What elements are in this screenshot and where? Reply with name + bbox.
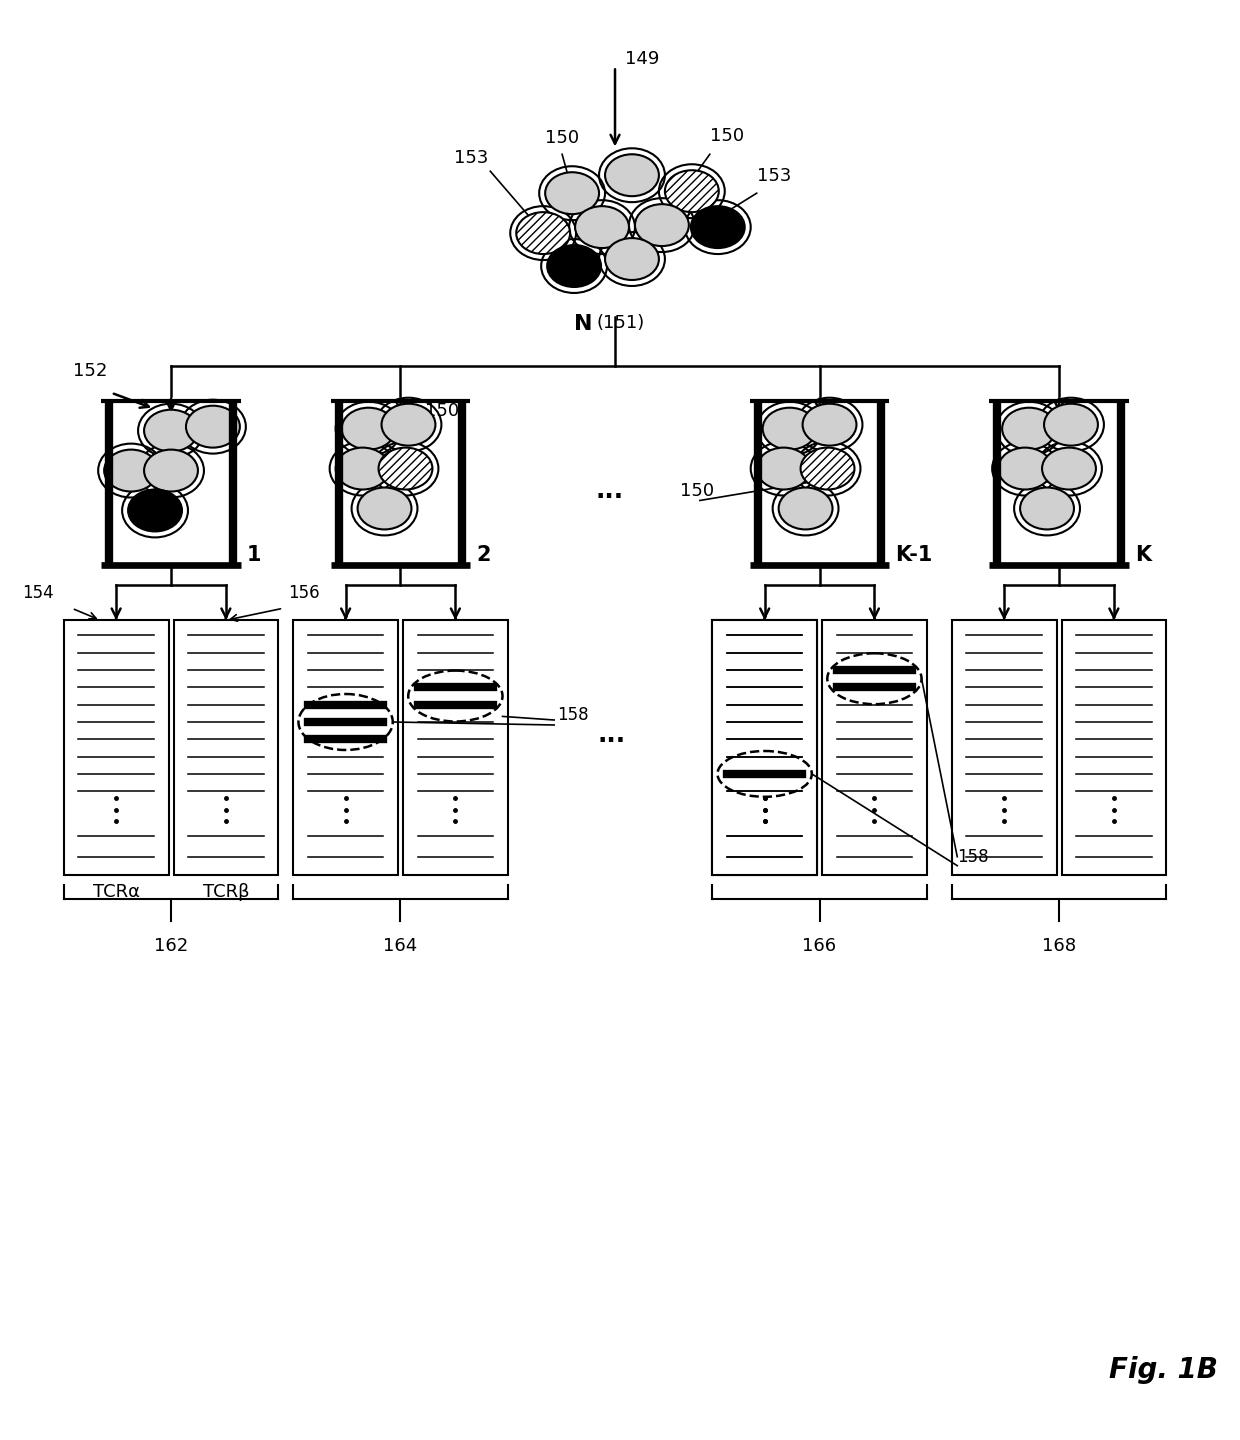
Text: 156: 156 — [288, 585, 320, 602]
Bar — [712, 621, 817, 874]
Text: 158: 158 — [557, 706, 589, 724]
Text: 154: 154 — [22, 585, 53, 602]
Ellipse shape — [128, 490, 182, 531]
Bar — [63, 621, 169, 874]
Ellipse shape — [801, 448, 854, 490]
Text: 153: 153 — [756, 167, 791, 186]
Text: 152: 152 — [73, 361, 108, 380]
Bar — [1061, 621, 1167, 874]
Ellipse shape — [357, 488, 412, 530]
Text: K: K — [1135, 546, 1151, 566]
Ellipse shape — [516, 212, 570, 253]
Bar — [712, 621, 817, 874]
Text: 149: 149 — [625, 50, 660, 69]
Text: 164: 164 — [383, 936, 418, 955]
Bar — [822, 621, 926, 874]
Ellipse shape — [547, 245, 601, 287]
Text: 1: 1 — [247, 546, 262, 566]
Ellipse shape — [1042, 448, 1096, 490]
Text: (151): (151) — [596, 314, 645, 331]
Bar — [952, 621, 1056, 874]
Ellipse shape — [186, 406, 239, 448]
Text: TCRβ: TCRβ — [202, 883, 249, 900]
Ellipse shape — [756, 448, 811, 490]
Ellipse shape — [998, 448, 1052, 490]
Text: ...: ... — [596, 478, 624, 503]
Text: 158: 158 — [957, 848, 988, 865]
Text: 2: 2 — [476, 546, 491, 566]
Text: TCRα: TCRα — [93, 883, 140, 900]
Ellipse shape — [382, 403, 435, 445]
Bar — [403, 621, 507, 874]
Ellipse shape — [605, 154, 658, 196]
Text: 150: 150 — [709, 127, 744, 145]
Text: 166: 166 — [802, 936, 837, 955]
Bar — [174, 621, 278, 874]
Ellipse shape — [144, 449, 198, 491]
Ellipse shape — [378, 448, 433, 490]
Text: N: N — [574, 314, 591, 334]
Text: 150: 150 — [680, 481, 714, 500]
Ellipse shape — [1002, 408, 1056, 449]
Text: 150: 150 — [425, 402, 460, 419]
Ellipse shape — [546, 173, 599, 215]
Text: 153: 153 — [454, 150, 489, 167]
Ellipse shape — [635, 204, 689, 246]
Ellipse shape — [691, 206, 745, 248]
Text: 150: 150 — [546, 130, 579, 147]
Text: ...: ... — [598, 723, 626, 747]
Bar — [293, 621, 398, 874]
Ellipse shape — [1021, 488, 1074, 530]
Ellipse shape — [104, 449, 157, 491]
Ellipse shape — [665, 170, 719, 212]
Ellipse shape — [605, 238, 658, 279]
Text: 168: 168 — [1042, 936, 1076, 955]
Text: 162: 162 — [154, 936, 188, 955]
Ellipse shape — [575, 206, 629, 248]
Ellipse shape — [802, 403, 857, 445]
Ellipse shape — [1044, 403, 1097, 445]
Ellipse shape — [779, 488, 832, 530]
Ellipse shape — [336, 448, 389, 490]
Text: K-1: K-1 — [895, 546, 932, 566]
Text: Fig. 1B: Fig. 1B — [1110, 1355, 1218, 1384]
Ellipse shape — [144, 410, 198, 452]
Ellipse shape — [342, 408, 396, 449]
Ellipse shape — [763, 408, 817, 449]
